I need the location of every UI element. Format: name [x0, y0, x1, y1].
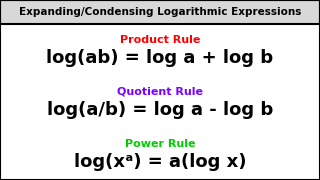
Text: log(a/b) = log a - log b: log(a/b) = log a - log b	[47, 101, 273, 119]
Text: Power Rule: Power Rule	[125, 139, 195, 149]
Text: Expanding/Condensing Logarithmic Expressions: Expanding/Condensing Logarithmic Express…	[19, 7, 301, 17]
Text: log(ab) = log a + log b: log(ab) = log a + log b	[46, 49, 274, 67]
FancyBboxPatch shape	[0, 0, 320, 24]
Text: Quotient Rule: Quotient Rule	[117, 87, 203, 97]
Text: Product Rule: Product Rule	[120, 35, 200, 45]
Text: log(xᵃ) = a(log x): log(xᵃ) = a(log x)	[74, 153, 246, 171]
